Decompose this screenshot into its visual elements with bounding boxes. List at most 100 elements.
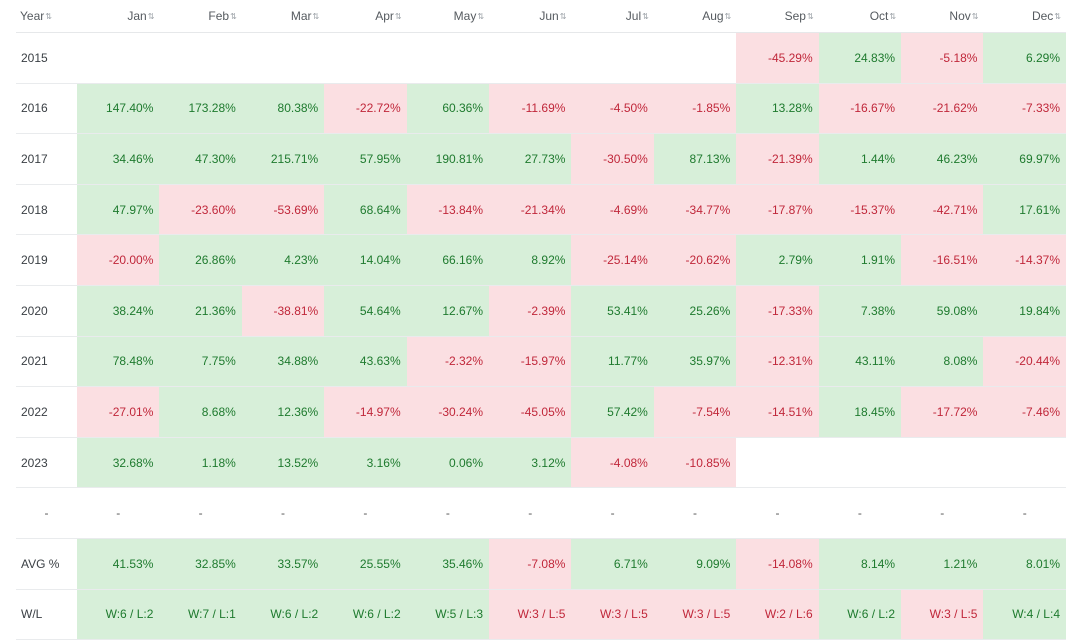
sort-icon[interactable]: ⇅ (806, 12, 814, 21)
return-cell: - (818, 487, 902, 539)
return-cell: W:3 / L:5 (489, 589, 572, 640)
row-label: 2022 (16, 386, 77, 438)
column-header-oct[interactable]: Oct⇅ (818, 0, 902, 33)
sort-icon[interactable]: ⇅ (230, 12, 237, 21)
return-cell: - (77, 487, 160, 539)
return-cell: 57.42% (571, 386, 654, 438)
column-header-label: Year (20, 9, 45, 23)
sort-icon[interactable]: ⇅ (147, 12, 155, 21)
column-header-jun[interactable]: Jun⇅ (489, 0, 572, 33)
return-cell: 1.21% (901, 538, 984, 590)
return-cell: -7.54% (653, 386, 737, 438)
sort-icon[interactable]: ⇅ (477, 12, 484, 21)
return-cell: -4.50% (571, 83, 654, 135)
return-cell: -20.00% (77, 234, 160, 286)
return-cell: - (571, 487, 654, 539)
sort-icon[interactable]: ⇅ (724, 12, 732, 21)
sort-icon[interactable]: ⇅ (45, 12, 52, 21)
return-cell (77, 32, 160, 84)
return-cell: 35.46% (406, 538, 490, 590)
return-cell: 53.41% (571, 285, 654, 337)
column-header-dec[interactable]: Dec⇅ (983, 0, 1066, 33)
return-cell: W:3 / L:5 (653, 589, 737, 640)
row-label: 2016 (16, 83, 77, 135)
return-cell: -27.01% (77, 386, 160, 438)
return-cell: -15.97% (489, 336, 572, 388)
column-header-year[interactable]: Year⇅ (16, 0, 77, 33)
return-cell: 47.97% (77, 184, 160, 236)
return-cell: 11.77% (571, 336, 654, 388)
return-cell (159, 32, 242, 84)
table-row: 2016 147.40% 173.28% 80.38% -22.72% 60.36% -11… (16, 83, 1066, 135)
sort-icon[interactable]: ⇅ (971, 12, 979, 21)
column-header-may[interactable]: May⇅ (406, 0, 490, 33)
return-cell: -21.62% (901, 83, 984, 135)
sort-icon[interactable]: ⇅ (312, 12, 320, 21)
row-label: 2015 (16, 32, 77, 84)
return-cell: 24.83% (818, 32, 902, 84)
sort-icon[interactable]: ⇅ (889, 12, 896, 21)
return-cell: - (406, 487, 490, 539)
column-header-jul[interactable]: Jul⇅ (571, 0, 654, 33)
return-cell: 1.18% (159, 437, 242, 489)
return-cell: 7.75% (159, 336, 242, 388)
sort-icon[interactable]: ⇅ (642, 12, 649, 21)
monthly-returns-table: Year⇅ Jan⇅ Feb⇅ Mar⇅ Apr⇅ May⇅ Jun⇅ Jul⇅ Aug⇅ Sep… (16, 0, 1066, 640)
row-label: AVG % (16, 538, 77, 590)
column-header-label: Mar (290, 9, 312, 23)
return-cell (489, 32, 572, 84)
table-row: 2023 32.68% 1.18% 13.52% 3.16% 0.06% 3.12% -4.0… (16, 437, 1066, 489)
table-row: 2017 34.46% 47.30% 215.71% 57.95% 190.81% 27.7… (16, 133, 1066, 185)
return-cell: 41.53% (77, 538, 160, 590)
column-header-label: Jul (625, 9, 642, 23)
return-cell: 190.81% (406, 133, 490, 185)
column-header-aug[interactable]: Aug⇅ (653, 0, 737, 33)
return-cell: 0.06% (406, 437, 490, 489)
column-header-nov[interactable]: Nov⇅ (901, 0, 984, 33)
return-cell: - (901, 487, 984, 539)
return-cell: -21.34% (489, 184, 572, 236)
return-cell: -11.69% (489, 83, 572, 135)
return-cell: -12.31% (736, 336, 819, 388)
return-cell: -45.29% (736, 32, 819, 84)
row-label: 2017 (16, 133, 77, 185)
return-cell: 59.08% (901, 285, 984, 337)
return-cell: W:6 / L:2 (241, 589, 325, 640)
return-cell: 6.71% (571, 538, 654, 590)
return-cell: -14.08% (736, 538, 819, 590)
return-cell: 8.68% (159, 386, 242, 438)
column-header-apr[interactable]: Apr⇅ (324, 0, 407, 33)
return-cell: 34.46% (77, 133, 160, 185)
column-header-label: May (453, 9, 477, 23)
return-cell: 66.16% (406, 234, 490, 286)
return-cell: -21.39% (736, 133, 819, 185)
return-cell: 54.64% (324, 285, 407, 337)
return-cell: -45.05% (489, 386, 572, 438)
sort-icon[interactable]: ⇅ (394, 12, 402, 21)
return-cell: 19.84% (983, 285, 1066, 337)
return-cell: 32.85% (159, 538, 242, 590)
column-header-jan[interactable]: Jan⇅ (77, 0, 160, 33)
return-cell: -2.39% (489, 285, 572, 337)
column-header-mar[interactable]: Mar⇅ (241, 0, 325, 33)
return-cell: -13.84% (406, 184, 490, 236)
return-cell: 87.13% (653, 133, 737, 185)
return-cell: -30.24% (406, 386, 490, 438)
sort-icon[interactable]: ⇅ (1054, 12, 1061, 21)
return-cell (818, 437, 902, 489)
table-row: W/L W:6 / L:2 W:7 / L:1 W:6 / L:2 W:6 / L:2 W… (16, 589, 1066, 640)
return-cell: 6.29% (983, 32, 1066, 84)
return-cell: -7.08% (489, 538, 572, 590)
return-cell: 57.95% (324, 133, 407, 185)
header-row: Year⇅ Jan⇅ Feb⇅ Mar⇅ Apr⇅ May⇅ Jun⇅ Jul⇅ Aug⇅ Sep… (16, 0, 1066, 33)
sort-icon[interactable]: ⇅ (559, 12, 567, 21)
column-header-sep[interactable]: Sep⇅ (736, 0, 819, 33)
return-cell: 7.38% (818, 285, 902, 337)
return-cell: W:2 / L:6 (736, 589, 819, 640)
column-header-feb[interactable]: Feb⇅ (159, 0, 242, 33)
return-cell: -30.50% (571, 133, 654, 185)
return-cell: - (324, 487, 407, 539)
return-cell: 68.64% (324, 184, 407, 236)
return-cell: -17.87% (736, 184, 819, 236)
return-cell: W:4 / L:4 (983, 589, 1066, 640)
